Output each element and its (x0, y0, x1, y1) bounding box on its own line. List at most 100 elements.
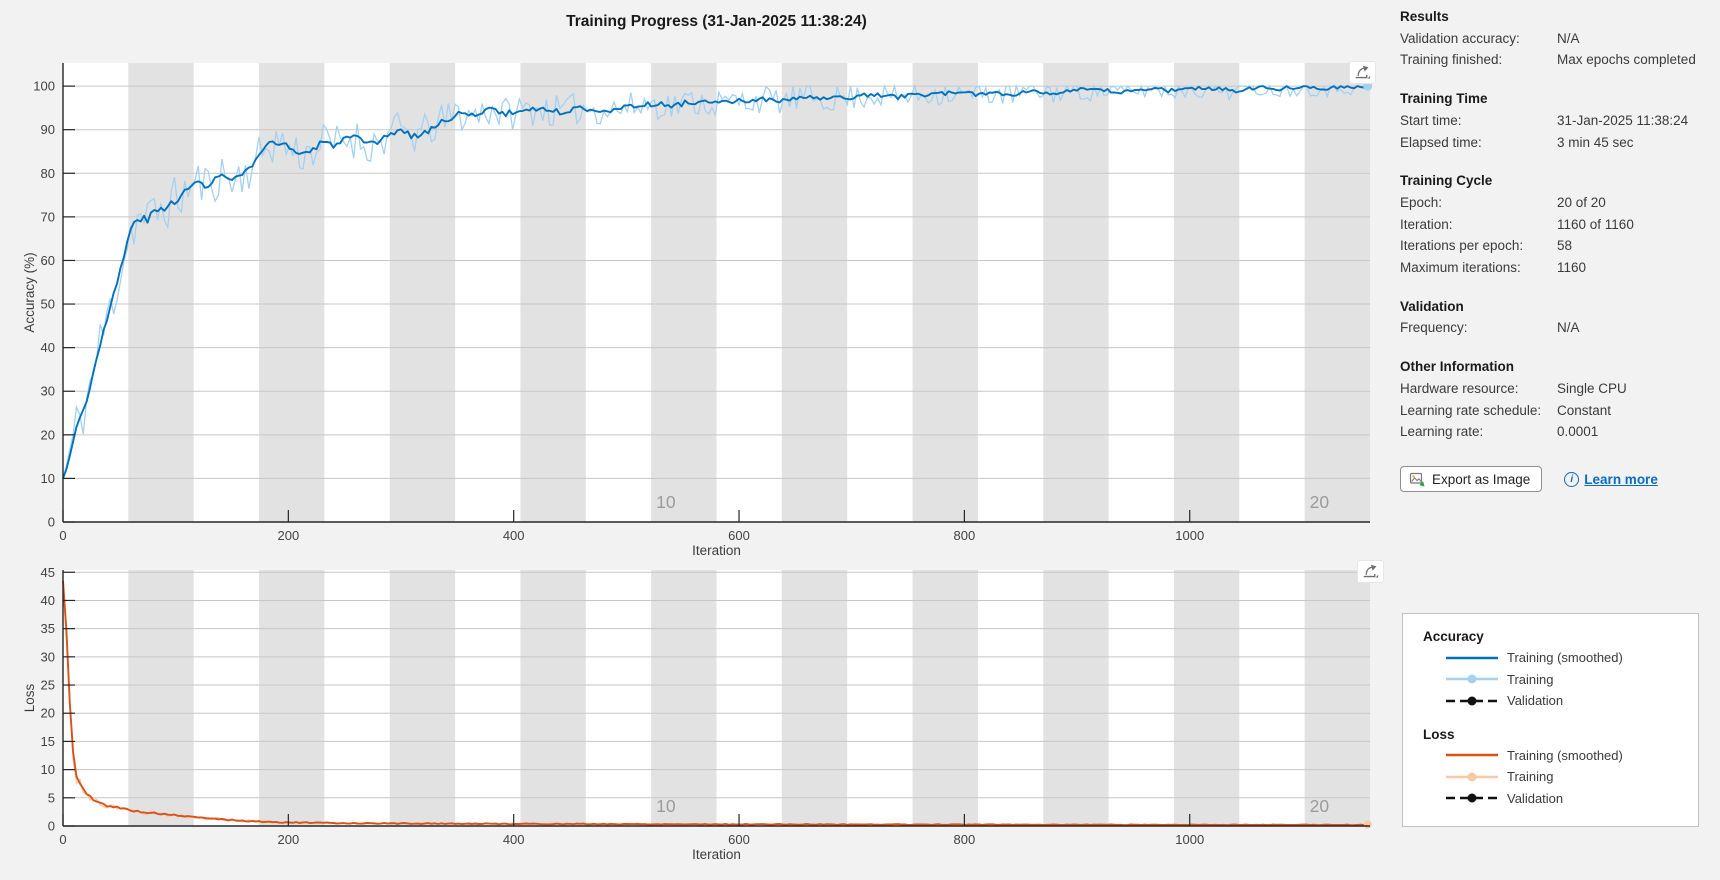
panel-section-title: Training Time (1400, 91, 1488, 107)
export-loss-plot-icon[interactable] (1357, 560, 1384, 583)
panel-section-title: Training Cycle (1400, 173, 1493, 189)
info-label: Learning rate: (1400, 424, 1484, 440)
info-label: Hardware resource: (1400, 380, 1519, 396)
y-tick-label: 10 (41, 471, 55, 486)
accuracy-training-smoothed-line (62, 85, 1369, 479)
y-tick-label: 20 (41, 706, 55, 721)
y-tick-label: 10 (41, 762, 55, 777)
epoch-band (1043, 63, 1109, 522)
learn-more-link[interactable]: i Learn more (1564, 471, 1658, 487)
epoch-band (781, 63, 848, 522)
info-label: Validation accuracy: (1400, 30, 1520, 46)
y-tick-label: 70 (41, 209, 55, 224)
epoch-band (259, 570, 325, 826)
legend-item: Training (smoothed) (1423, 745, 1698, 767)
legend-section-title: Accuracy (1423, 629, 1484, 644)
info-value: Constant (1557, 402, 1612, 418)
legend-raw-sample (1446, 674, 1498, 684)
legend-item-label: Validation (1507, 693, 1564, 709)
epoch-band (912, 570, 978, 826)
info-value: N/A (1557, 30, 1580, 46)
x-tick-label: 400 (503, 528, 525, 543)
y-tick-label: 20 (41, 427, 55, 442)
loss-last-point-marker (1363, 820, 1372, 829)
epoch-band (520, 570, 586, 826)
x-tick-label: 400 (503, 832, 525, 847)
panel-section-title: Other Information (1400, 359, 1514, 375)
epoch-label: 10 (656, 492, 676, 512)
info-panel: Results Validation accuracy: N/A Training f… (1400, 6, 1712, 443)
info-row: Learning rate: 0.0001 (1400, 421, 1712, 443)
epoch-label: 20 (1310, 796, 1330, 816)
legend-item-label: Validation (1507, 790, 1564, 806)
epoch-band (1304, 570, 1370, 826)
export-accuracy-plot-icon[interactable] (1349, 61, 1376, 84)
info-value: Max epochs completed (1557, 52, 1696, 68)
info-label: Elapsed time: (1400, 134, 1482, 150)
info-value: Single CPU (1557, 380, 1627, 396)
info-icon: i (1564, 471, 1580, 487)
x-tick-label: 600 (728, 528, 750, 543)
info-row: Elapsed time: 3 min 45 sec (1400, 132, 1712, 154)
epoch-band (912, 63, 978, 522)
epoch-band (1173, 63, 1240, 522)
epoch-band (651, 570, 717, 826)
legend-item-label: Training (1507, 671, 1554, 687)
info-row: Frequency: N/A (1400, 317, 1712, 339)
x-tick-label: 200 (277, 832, 299, 847)
legend-item: Validation (1423, 788, 1698, 810)
y-tick-label: 40 (41, 340, 55, 355)
x-tick-label: 800 (954, 528, 976, 543)
y-tick-label: 40 (41, 593, 55, 608)
info-row: Training finished: Max epochs completed (1400, 49, 1712, 71)
y-tick-label: 90 (41, 122, 55, 137)
y-tick-label: 5 (48, 790, 55, 805)
epoch-band (1173, 570, 1240, 826)
legend-item: Training (1423, 766, 1698, 788)
legend-smoothed-sample (1446, 754, 1498, 757)
epoch-band (389, 63, 456, 522)
y-tick-label: 30 (41, 384, 55, 399)
info-label: Training finished: (1400, 52, 1503, 68)
info-label: Start time: (1400, 112, 1462, 128)
x-tick-label: 600 (728, 832, 750, 847)
info-value: 20 of 20 (1557, 194, 1606, 210)
info-value: 31-Jan-2025 11:38:24 (1557, 112, 1689, 128)
x-axis-label: Iteration (692, 847, 741, 862)
y-tick-label: 45 (41, 565, 55, 580)
legend-smoothed-sample (1446, 656, 1498, 659)
epoch-band (651, 63, 717, 522)
legend-validation-sample (1446, 696, 1498, 706)
epoch-band (128, 570, 194, 826)
panel-section-title: Validation (1400, 298, 1464, 314)
y-tick-label: 60 (41, 253, 55, 268)
x-axis-label: Iteration (692, 543, 741, 558)
x-tick-label: 0 (59, 528, 66, 543)
epoch-band (1304, 63, 1370, 522)
loss-plot: 0 5 10 15 20 25 30 35 40 45 0 200 400 600 800 1000 10 20 I… (22, 565, 1372, 862)
y-tick-label: 50 (41, 297, 55, 312)
info-label: Epoch: (1400, 194, 1443, 210)
info-row: Iteration: 1160 of 1160 (1400, 214, 1712, 236)
y-tick-label: 0 (48, 819, 55, 834)
legend-section-title: Loss (1423, 726, 1455, 742)
export-as-image-label: Export as Image (1432, 471, 1531, 487)
epoch-label: 20 (1310, 492, 1330, 512)
info-label: Iteration: (1400, 216, 1453, 232)
info-value: 58 (1557, 238, 1573, 254)
export-as-image-button[interactable]: Export as Image (1400, 466, 1543, 492)
y-tick-label: 15 (41, 734, 55, 749)
x-tick-label: 200 (277, 528, 299, 543)
y-axis-label: Accuracy (%) (22, 252, 37, 332)
epoch-label: 10 (656, 796, 676, 816)
epoch-band (389, 570, 456, 826)
info-row: Validation accuracy: N/A (1400, 28, 1712, 50)
y-tick-label: 100 (33, 79, 55, 94)
export-axes-icon (1355, 65, 1371, 79)
panel-footer: Export as Image i Learn more (1400, 466, 1658, 492)
x-tick-label: 800 (954, 832, 976, 847)
loss-training-smoothed-line (62, 580, 1368, 827)
